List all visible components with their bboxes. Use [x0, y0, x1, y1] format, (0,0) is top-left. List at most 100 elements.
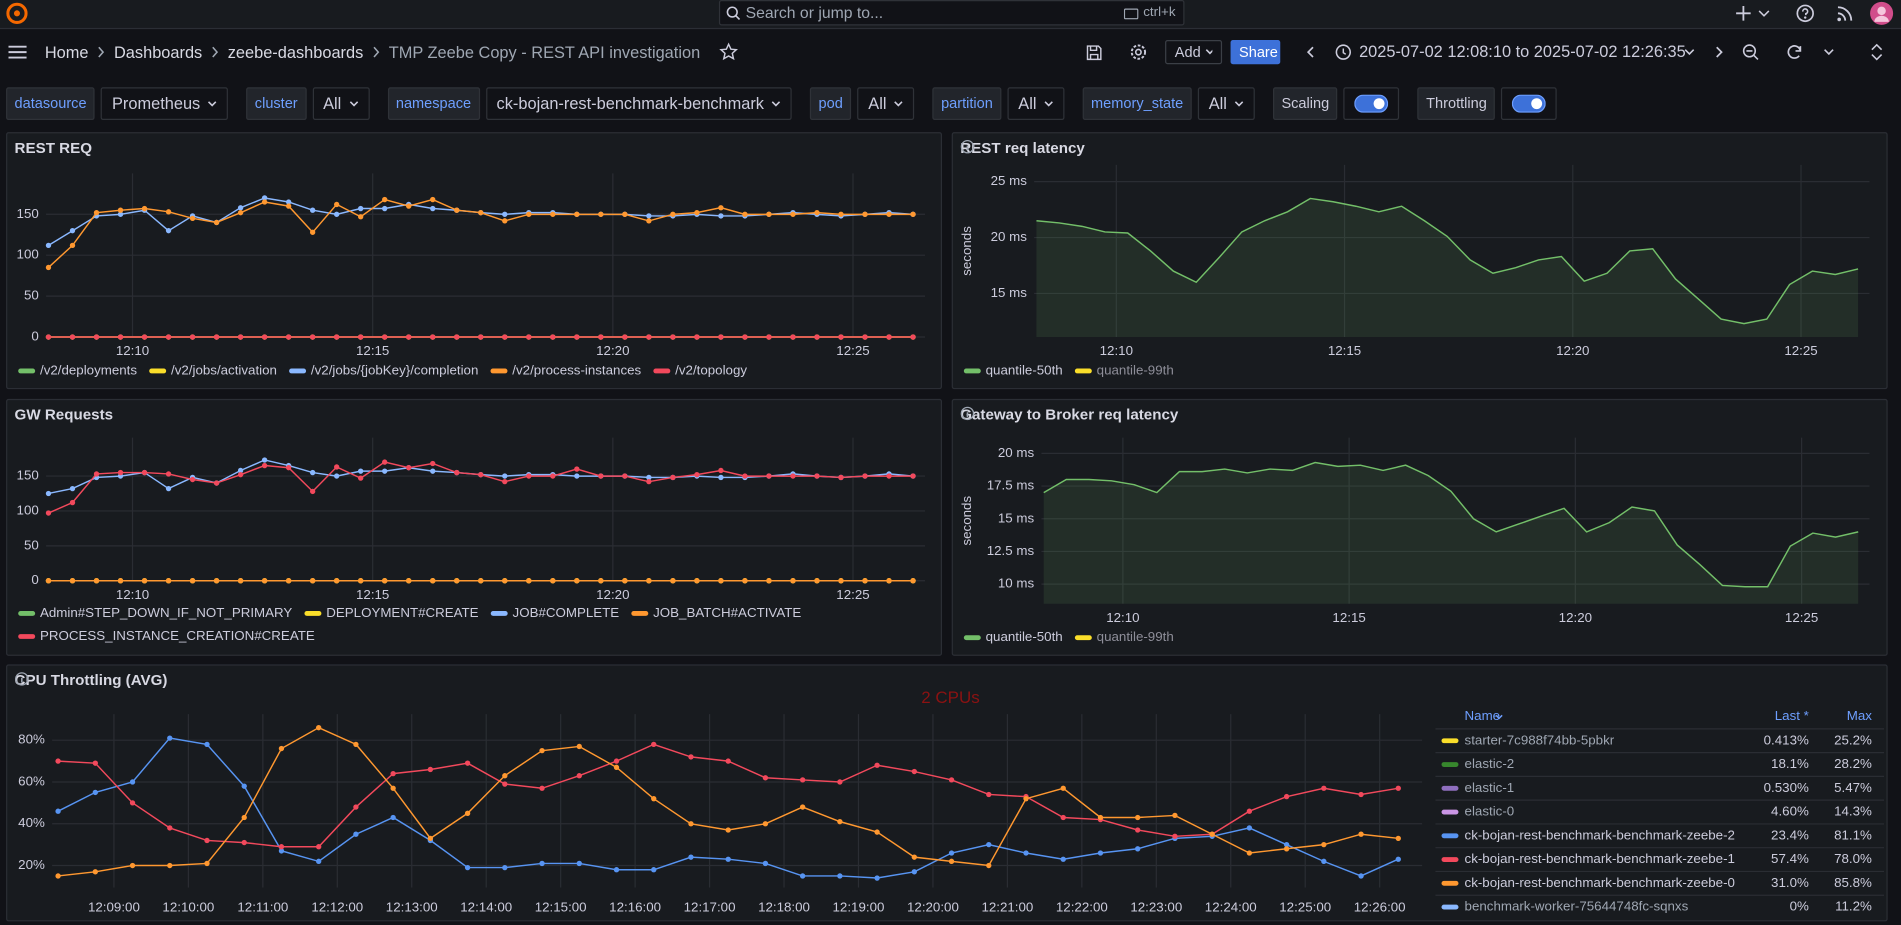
x-tick-label: 12:10	[1100, 343, 1133, 358]
point	[874, 829, 880, 835]
info-icon[interactable]	[960, 406, 975, 421]
variable-toggle[interactable]	[1343, 87, 1400, 121]
zoom-out[interactable]	[1742, 44, 1759, 61]
legend-label: /v2/jobs/{jobKey}/completion	[311, 363, 478, 378]
point	[333, 201, 340, 208]
time-dropdown[interactable]	[1684, 48, 1695, 56]
point	[1395, 785, 1401, 791]
share-button[interactable]: Share	[1230, 40, 1281, 65]
dropdown-caret-path	[1234, 100, 1244, 106]
logo[interactable]	[6, 2, 28, 24]
point	[141, 205, 148, 212]
toggle-switch[interactable]	[1354, 94, 1389, 113]
variable-dropdown[interactable]: Prometheus	[101, 87, 229, 121]
variable-dropdown[interactable]: All	[1007, 87, 1065, 121]
point	[129, 800, 136, 806]
news-button[interactable]	[1836, 4, 1855, 23]
point	[165, 227, 172, 234]
point	[688, 754, 694, 760]
toggle-knob	[1531, 98, 1543, 110]
info-icon[interactable]	[960, 139, 975, 154]
legend-last: 57.4%	[1771, 851, 1809, 866]
settings-button[interactable]	[1130, 44, 1147, 61]
point	[790, 334, 796, 340]
point	[204, 837, 210, 844]
point	[478, 578, 484, 584]
point	[189, 578, 196, 584]
point	[911, 768, 917, 775]
help-button[interactable]	[1796, 4, 1815, 23]
point	[837, 818, 843, 825]
point	[464, 864, 471, 871]
line	[48, 197, 914, 247]
time-forward[interactable]	[1714, 46, 1724, 58]
dropdown-caret	[1234, 100, 1244, 106]
search-box[interactable]: Search or jump to... ctrl+k	[718, 0, 1185, 26]
point	[814, 578, 820, 584]
breadcrumb[interactable]: TMP Zeebe Copy - REST API investigation	[388, 43, 701, 62]
legend-max: 11.2%	[1835, 899, 1872, 914]
point	[1172, 833, 1178, 839]
point	[622, 578, 628, 584]
breadcrumb[interactable]: Dashboards	[113, 43, 203, 62]
time-back[interactable]	[1306, 46, 1316, 58]
point	[358, 334, 364, 340]
point	[598, 211, 604, 217]
point	[574, 334, 580, 340]
point	[766, 334, 772, 340]
y-tick-label: 17.5 ms	[987, 478, 1035, 493]
x-tick-label: 12:09:00	[88, 900, 140, 915]
point	[430, 468, 436, 474]
legend-last: 31.0%	[1771, 875, 1809, 890]
info-icon[interactable]	[15, 672, 30, 687]
variable: Scaling	[1272, 87, 1400, 121]
point	[278, 848, 285, 854]
legend-label: ck-bojan-rest-benchmark-benchmark-zeebe-…	[1465, 851, 1735, 866]
point	[141, 578, 148, 584]
refresh-dropdown[interactable]	[1823, 48, 1834, 56]
point	[646, 334, 652, 340]
area	[1036, 198, 1859, 338]
breadcrumb[interactable]: Home	[44, 43, 89, 62]
variable-dropdown[interactable]: All	[1197, 87, 1255, 121]
avatar[interactable]	[1869, 1, 1894, 25]
y-tick-label: 20 ms	[998, 445, 1035, 460]
panel: 0 50 100 150 12:10 12:15 12:20 12:25 Admin#STEP_…	[6, 398, 943, 656]
menu-button[interactable]	[8, 45, 27, 60]
point	[646, 474, 652, 481]
dropdown-caret-path	[208, 100, 217, 106]
point	[382, 468, 388, 474]
add-button[interactable]: Add	[1165, 40, 1223, 65]
dropdown-caret	[349, 100, 358, 106]
chart: 0 50 100 150 12:10 12:15 12:20 12:25/v2/deploym…	[17, 173, 926, 378]
toggle-switch[interactable]	[1512, 94, 1547, 113]
point	[1358, 791, 1364, 798]
save-button[interactable]	[1086, 45, 1102, 61]
area	[1043, 462, 1859, 604]
breadcrumb[interactable]: zeebe-dashboards	[227, 43, 364, 62]
point	[45, 242, 52, 249]
legend-label: JOB#COMPLETE	[513, 605, 620, 620]
star-button[interactable]	[718, 42, 738, 61]
chart: 20% 40% 60% 80% 12:09:00 12:10:00 12:11:00 12:1…	[18, 688, 1885, 915]
variable-dropdown[interactable]: All	[312, 87, 370, 121]
point	[986, 862, 992, 869]
refresh-button[interactable]	[1786, 44, 1803, 61]
legend-last: 0.530%	[1764, 780, 1809, 795]
x-tick-label: 12:15	[1328, 343, 1361, 358]
point	[1246, 808, 1253, 814]
legend-label: DEPLOYMENT#CREATE	[326, 605, 478, 620]
point	[189, 215, 196, 222]
point	[762, 775, 769, 781]
variable-toggle[interactable]	[1501, 87, 1558, 121]
new-button[interactable]	[1735, 5, 1771, 22]
collapse-button[interactable]	[1868, 43, 1885, 61]
crumb-separator-path	[98, 46, 105, 58]
variable-label: cluster	[246, 87, 307, 121]
time-range[interactable]: 2025-07-02 12:08:10 to 2025-07-02 12:26:…	[1359, 42, 1686, 61]
legend-label: quantile-99th	[1097, 629, 1174, 644]
variable-dropdown[interactable]: All	[857, 87, 915, 121]
variable-dropdown[interactable]: ck-bojan-rest-benchmark-benchmark	[485, 87, 792, 121]
point	[430, 196, 436, 203]
x-tick-label: 12:25	[1785, 610, 1818, 625]
